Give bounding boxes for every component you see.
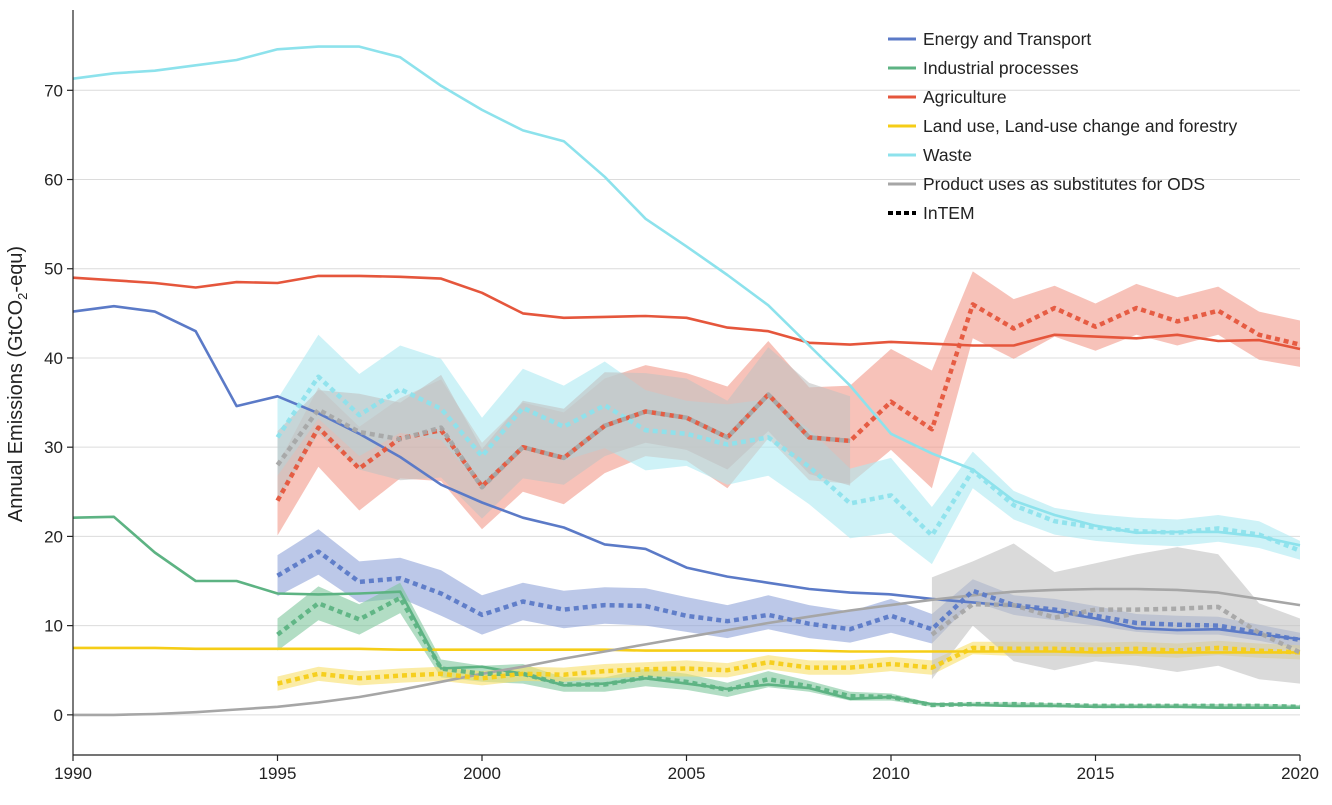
inventory-line-energy-and-transport bbox=[72, 304, 1301, 641]
inventory-line-waste bbox=[72, 45, 1301, 547]
legend: Energy and Transport Industrial processes… bbox=[888, 29, 1237, 223]
legend-label-intem: InTEM bbox=[923, 203, 975, 223]
legend-label-agriculture: Agriculture bbox=[923, 87, 1007, 107]
legend-label-energy-and-transport: Energy and Transport bbox=[923, 29, 1091, 49]
y-tick-label-50: 50 bbox=[44, 260, 63, 279]
y-tick-label-40: 40 bbox=[44, 349, 63, 368]
intem-line-energy-and-transport bbox=[276, 549, 1301, 643]
y-axis-label-main: Annual Emissions (GtCO bbox=[5, 300, 27, 522]
x-tick-label-2005: 2005 bbox=[668, 764, 706, 783]
x-tick-label-1995: 1995 bbox=[259, 764, 297, 783]
y-axis-label: Annual Emissions (GtCO2-equ) bbox=[5, 246, 30, 522]
intem-lines bbox=[275, 302, 1301, 710]
x-tick-label-2020: 2020 bbox=[1281, 764, 1319, 783]
uncertainty-band-product-uses-as-substitutes-for-ods-1 bbox=[277, 347, 851, 519]
x-tick-label-2000: 2000 bbox=[463, 764, 501, 783]
intem-line-product-uses-as-substitutes-for-ods-1 bbox=[275, 392, 851, 490]
x-tick-label-2010: 2010 bbox=[872, 764, 910, 783]
inventory-line-agriculture bbox=[72, 274, 1301, 351]
inventory-line-product-uses-as-substitutes-for-ods bbox=[73, 587, 1301, 717]
intem-line-industrial-processes bbox=[276, 595, 1301, 710]
axis-ticks: 0 10 20 30 40 50 60 70 1990 1995 2000 2005 2010 2015 2… bbox=[44, 81, 1319, 783]
y-axis-label-tail: -equ) bbox=[5, 246, 27, 293]
y-tick-label-70: 70 bbox=[44, 81, 63, 100]
legend-label-product-uses-as-substitutes-for-ods: Product uses as substitutes for ODS bbox=[923, 174, 1205, 194]
x-tick-label-1990: 1990 bbox=[54, 764, 92, 783]
legend-label-waste: Waste bbox=[923, 145, 972, 165]
legend-label-land-use-land-use-change-and-forestry: Land use, Land-use change and forestry bbox=[923, 116, 1237, 136]
y-axis-label-subscript: 2 bbox=[15, 293, 30, 300]
y-tick-label-0: 0 bbox=[54, 706, 63, 725]
intem-line-land-use-land-use-change-and-forestry bbox=[276, 645, 1301, 686]
intem-line-agriculture bbox=[275, 302, 1301, 502]
y-tick-label-30: 30 bbox=[44, 438, 63, 457]
y-tick-label-60: 60 bbox=[44, 171, 63, 190]
inventory-line-land-use-land-use-change-and-forestry bbox=[73, 646, 1300, 654]
legend-label-industrial-processes: Industrial processes bbox=[923, 58, 1079, 78]
x-tick-label-2015: 2015 bbox=[1077, 764, 1115, 783]
y-tick-label-20: 20 bbox=[44, 527, 63, 546]
y-tick-label-10: 10 bbox=[44, 617, 63, 636]
uncertainty-band-product-uses-as-substitutes-for-ods-2 bbox=[931, 543, 1300, 684]
